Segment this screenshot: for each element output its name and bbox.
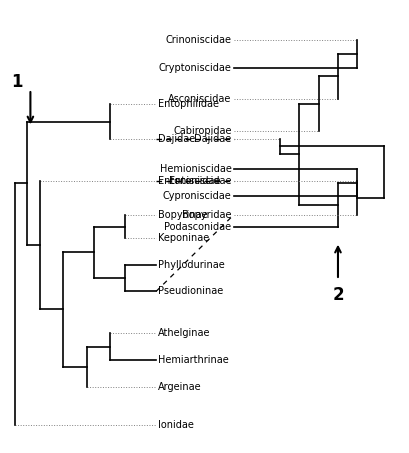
Text: Crinoniscidae: Crinoniscidae (166, 34, 231, 44)
Text: Pseudioninae: Pseudioninae (158, 286, 223, 296)
Text: Dajidae: Dajidae (158, 134, 196, 144)
Text: Ionidae: Ionidae (158, 420, 194, 430)
Text: Dajidae: Dajidae (194, 134, 231, 144)
Text: Cyproniscidae: Cyproniscidae (163, 191, 231, 201)
Text: Keponinae: Keponinae (158, 233, 209, 243)
Text: 2: 2 (332, 286, 344, 304)
Text: Entophilidae: Entophilidae (158, 99, 219, 110)
Text: Phyllodurinae: Phyllodurinae (158, 260, 225, 270)
Text: Entoniscidae: Entoniscidae (169, 176, 231, 186)
Text: Argeinae: Argeinae (158, 382, 202, 392)
Text: Cryptoniscidae: Cryptoniscidae (159, 63, 231, 73)
Text: Bopyrinae: Bopyrinae (158, 210, 208, 220)
Text: Athelginae: Athelginae (158, 328, 211, 338)
Text: Entoniscidae: Entoniscidae (158, 176, 220, 186)
Text: Podasconidae: Podasconidae (164, 222, 231, 231)
Text: Hemiarthrinae: Hemiarthrinae (158, 355, 229, 365)
Text: Cabiropidae: Cabiropidae (173, 126, 231, 136)
Text: 1: 1 (11, 72, 22, 91)
Text: Bopyridae: Bopyridae (182, 210, 231, 220)
Text: Asconiscidae: Asconiscidae (168, 94, 231, 104)
Text: Hemioniscidae: Hemioniscidae (160, 164, 231, 174)
